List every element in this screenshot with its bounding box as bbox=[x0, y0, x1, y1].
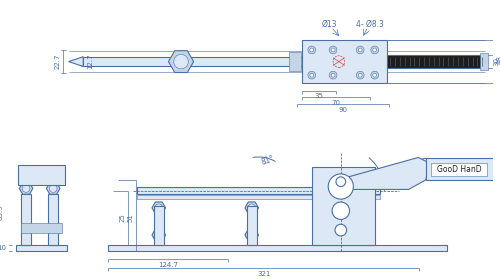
Text: 30: 30 bbox=[494, 57, 500, 66]
Text: 10: 10 bbox=[0, 245, 6, 251]
Circle shape bbox=[336, 177, 345, 187]
Text: 48: 48 bbox=[496, 55, 500, 64]
Circle shape bbox=[358, 48, 362, 52]
Bar bbox=[302, 40, 388, 83]
Bar bbox=[48, 194, 58, 245]
Bar bbox=[16, 245, 66, 251]
Circle shape bbox=[22, 185, 30, 192]
Circle shape bbox=[332, 202, 349, 220]
Circle shape bbox=[328, 174, 353, 199]
Bar bbox=[480, 53, 488, 70]
Bar bbox=[138, 187, 380, 194]
Circle shape bbox=[155, 204, 162, 212]
Bar bbox=[388, 55, 485, 68]
Circle shape bbox=[308, 46, 316, 54]
Circle shape bbox=[335, 224, 346, 236]
Bar bbox=[108, 245, 448, 251]
Circle shape bbox=[155, 231, 162, 239]
Circle shape bbox=[331, 48, 335, 52]
Text: 81°: 81° bbox=[260, 153, 276, 166]
Circle shape bbox=[50, 185, 57, 192]
Circle shape bbox=[20, 178, 28, 185]
Circle shape bbox=[248, 231, 256, 239]
Text: 83.9: 83.9 bbox=[0, 204, 4, 220]
Circle shape bbox=[50, 178, 56, 185]
Circle shape bbox=[20, 170, 28, 176]
Text: 35: 35 bbox=[314, 93, 324, 99]
Circle shape bbox=[310, 48, 314, 52]
Circle shape bbox=[331, 73, 335, 77]
Text: 51: 51 bbox=[128, 213, 134, 222]
Bar bbox=[138, 195, 380, 199]
Text: Ø13: Ø13 bbox=[322, 19, 337, 28]
Circle shape bbox=[356, 71, 364, 79]
Bar bbox=[83, 57, 311, 66]
Bar bbox=[21, 194, 31, 245]
Circle shape bbox=[371, 71, 378, 79]
Circle shape bbox=[310, 73, 314, 77]
Text: 321: 321 bbox=[257, 271, 270, 277]
Bar bbox=[312, 167, 374, 245]
Bar bbox=[154, 206, 164, 245]
Polygon shape bbox=[333, 157, 428, 189]
Text: 25: 25 bbox=[120, 213, 126, 222]
Polygon shape bbox=[68, 57, 83, 66]
Circle shape bbox=[373, 48, 376, 52]
Bar bbox=[247, 206, 256, 245]
Circle shape bbox=[329, 46, 337, 54]
Text: GooD HanD: GooD HanD bbox=[436, 165, 482, 174]
Text: 4- Ø8.3: 4- Ø8.3 bbox=[356, 19, 384, 28]
Circle shape bbox=[356, 46, 364, 54]
Circle shape bbox=[174, 54, 188, 69]
Text: 124.7: 124.7 bbox=[158, 262, 178, 268]
Circle shape bbox=[248, 204, 256, 212]
Text: 70: 70 bbox=[332, 100, 340, 106]
Circle shape bbox=[371, 46, 378, 54]
Bar bbox=[18, 165, 65, 185]
Bar bbox=[290, 52, 301, 71]
Bar bbox=[431, 163, 487, 176]
Text: 90: 90 bbox=[338, 107, 347, 113]
Circle shape bbox=[329, 71, 337, 79]
Circle shape bbox=[308, 71, 316, 79]
Circle shape bbox=[358, 73, 362, 77]
Bar bbox=[426, 158, 500, 180]
Circle shape bbox=[373, 73, 376, 77]
Bar bbox=[21, 223, 62, 233]
Text: 12.7: 12.7 bbox=[87, 54, 93, 69]
Circle shape bbox=[50, 170, 56, 176]
Text: 22.7: 22.7 bbox=[54, 54, 60, 69]
